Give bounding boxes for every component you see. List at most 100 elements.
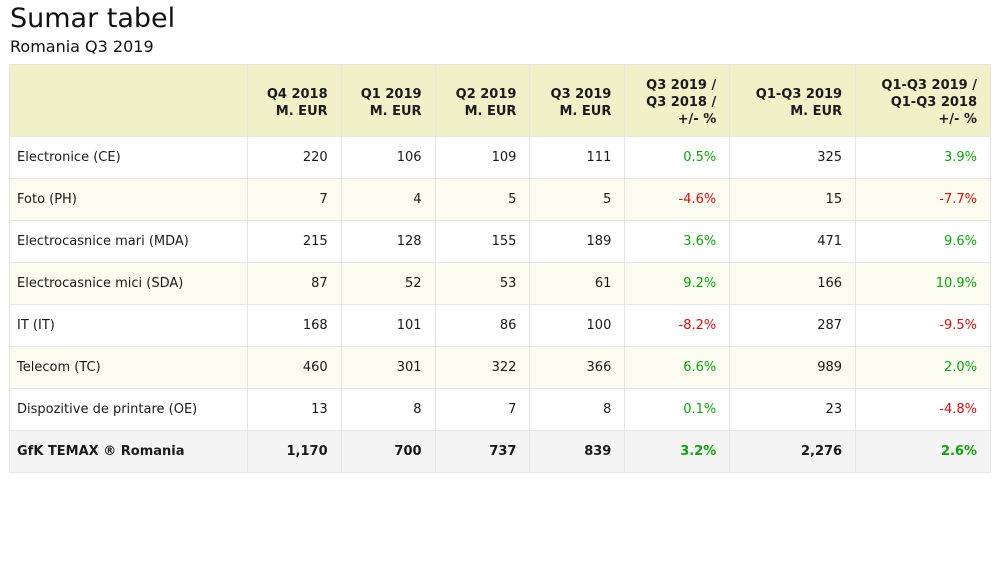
value-cell: 460 bbox=[246, 346, 342, 389]
column-header: Q4 2018 M. EUR bbox=[246, 64, 342, 137]
table-row: Electronice (CE) 220 106 109 111 0.5% 325 3.9% bbox=[9, 136, 991, 179]
header-row: Q4 2018 M. EUR Q1 2019 M. EUR Q2 2019 M. EUR Q… bbox=[9, 64, 991, 137]
column-header-label bbox=[9, 64, 248, 137]
change-percent-cell: 9.6% bbox=[855, 220, 991, 263]
column-header-line: Q1-Q3 2018 bbox=[890, 95, 977, 110]
value-cell: 5 bbox=[529, 178, 626, 221]
change-percent-cell: -4.6% bbox=[624, 178, 731, 221]
column-header-line: M. EUR bbox=[559, 103, 612, 119]
table-row: Electrocasnice mici (SDA) 87 52 53 61 9.2% 166… bbox=[9, 262, 991, 305]
table-row: Dispozitive de printare (OE) 13 8 7 8 0.1% 23-… bbox=[9, 388, 991, 431]
page-title: Sumar tabel bbox=[10, 3, 176, 34]
row-label: Electronice (CE) bbox=[9, 136, 248, 179]
value-cell: 839 bbox=[529, 430, 626, 473]
value-cell: 155 bbox=[434, 220, 531, 263]
value-cell: 4 bbox=[340, 178, 436, 221]
summary-table: Q4 2018 M. EUR Q1 2019 M. EUR Q2 2019 M. EUR Q… bbox=[9, 64, 991, 473]
row-label: IT (IT) bbox=[9, 304, 248, 347]
value-cell: 7 bbox=[246, 178, 342, 221]
value-cell: 2,276 bbox=[729, 430, 857, 473]
change-percent-cell: 2.0% bbox=[855, 346, 991, 389]
column-header-line: Q4 2018 bbox=[266, 86, 328, 102]
column-header: Q3 2019 M. EUR bbox=[529, 64, 626, 137]
column-header-line: M. EUR bbox=[275, 103, 328, 119]
value-cell: 52 bbox=[340, 262, 436, 305]
column-header-line: M. EUR bbox=[369, 103, 422, 119]
table-row: Telecom (TC) 460 301 322 366 6.6% 989 2.0% bbox=[9, 346, 991, 389]
row-label: Electrocasnice mari (MDA) bbox=[9, 220, 248, 263]
column-header: Q1-Q3 2019 M. EUR bbox=[729, 64, 857, 137]
table-row: Foto (PH) 7 4 5 5 -4.6% 15 -7.7% bbox=[9, 178, 991, 221]
value-cell: 322 bbox=[434, 346, 531, 389]
value-cell: 737 bbox=[434, 430, 531, 473]
value-cell: 301 bbox=[340, 346, 436, 389]
row-label: Dispozitive de printare (OE) bbox=[9, 388, 248, 431]
value-cell: 168 bbox=[246, 304, 342, 347]
value-cell: 287 bbox=[729, 304, 857, 347]
value-cell: 109 bbox=[434, 136, 531, 179]
value-cell: 5 bbox=[434, 178, 531, 221]
row-label: Telecom (TC) bbox=[9, 346, 248, 389]
row-label: Electrocasnice mici (SDA) bbox=[9, 262, 248, 305]
value-cell: 61 bbox=[529, 262, 626, 305]
value-cell: 215 bbox=[246, 220, 342, 263]
value-cell: 8 bbox=[529, 388, 626, 431]
column-header-line: Q1-Q3 2019 / bbox=[881, 78, 977, 93]
value-cell: 166 bbox=[729, 262, 857, 305]
column-header-line: Q1-Q3 2019 bbox=[755, 86, 843, 102]
value-cell: 86 bbox=[434, 304, 531, 347]
column-header: Q3 2019 / Q3 2018 / +/- % bbox=[624, 64, 731, 137]
change-percent-cell: -8.2% bbox=[624, 304, 731, 347]
change-percent-cell: 6.6% bbox=[624, 346, 731, 389]
change-percent-cell: -7.7% bbox=[855, 178, 991, 221]
change-percent-cell: 0.1% bbox=[624, 388, 731, 431]
value-cell: 366 bbox=[529, 346, 626, 389]
table-row: Electrocasnice mari (MDA) 215 128 155 189 3.6… bbox=[9, 220, 991, 263]
column-header: Q1 2019 M. EUR bbox=[340, 64, 436, 137]
change-percent-cell: 3.6% bbox=[624, 220, 731, 263]
page-subtitle: Romania Q3 2019 bbox=[10, 37, 154, 56]
change-percent-cell: 3.9% bbox=[855, 136, 991, 179]
value-cell: 189 bbox=[529, 220, 626, 263]
column-header-line: Q3 2019 / bbox=[646, 78, 717, 93]
column-header-line: M. EUR bbox=[464, 103, 517, 119]
value-cell: 87 bbox=[246, 262, 342, 305]
column-header-line: Q3 2019 bbox=[550, 86, 612, 102]
change-percent-cell: 2.6% bbox=[855, 430, 991, 473]
change-percent-cell: 9.2% bbox=[624, 262, 731, 305]
table-header: Q4 2018 M. EUR Q1 2019 M. EUR Q2 2019 M. EUR Q… bbox=[9, 64, 991, 137]
column-header: Q1-Q3 2019 / Q1-Q3 2018 +/- % bbox=[855, 64, 991, 137]
value-cell: 128 bbox=[340, 220, 436, 263]
value-cell: 7 bbox=[434, 388, 531, 431]
column-header-line: +/- % bbox=[677, 112, 717, 127]
table-row: IT (IT) 168 101 86 100 -8.2% 287 -9.5% bbox=[9, 304, 991, 347]
value-cell: 106 bbox=[340, 136, 436, 179]
value-cell: 23 bbox=[729, 388, 857, 431]
column-header-line: Q1 2019 bbox=[360, 86, 422, 102]
column-header-line: Q3 2018 / bbox=[646, 95, 717, 110]
value-cell: 989 bbox=[729, 346, 857, 389]
value-cell: 15 bbox=[729, 178, 857, 221]
change-percent-cell: -9.5% bbox=[855, 304, 991, 347]
value-cell: 325 bbox=[729, 136, 857, 179]
value-cell: 220 bbox=[246, 136, 342, 179]
total-row: GfK TEMAX ® Romania 1,170 700 737 839 3.2% 2,2… bbox=[9, 430, 991, 473]
value-cell: 53 bbox=[434, 262, 531, 305]
value-cell: 101 bbox=[340, 304, 436, 347]
change-percent-cell: 3.2% bbox=[624, 430, 731, 473]
value-cell: 13 bbox=[246, 388, 342, 431]
value-cell: 700 bbox=[340, 430, 436, 473]
column-header-line: +/- % bbox=[938, 112, 977, 127]
value-cell: 111 bbox=[529, 136, 626, 179]
value-cell: 1,170 bbox=[246, 430, 342, 473]
column-header-line: Q2 2019 bbox=[455, 86, 517, 102]
table-body: Electronice (CE) 220 106 109 111 0.5% 325 3.9% F… bbox=[9, 136, 991, 473]
value-cell: 8 bbox=[340, 388, 436, 431]
value-cell: 471 bbox=[729, 220, 857, 263]
column-header: Q2 2019 M. EUR bbox=[434, 64, 531, 137]
column-header-line: M. EUR bbox=[790, 103, 843, 119]
change-percent-cell: -4.8% bbox=[855, 388, 991, 431]
row-label: Foto (PH) bbox=[9, 178, 248, 221]
change-percent-cell: 10.9% bbox=[855, 262, 991, 305]
row-label: GfK TEMAX ® Romania bbox=[9, 430, 248, 473]
